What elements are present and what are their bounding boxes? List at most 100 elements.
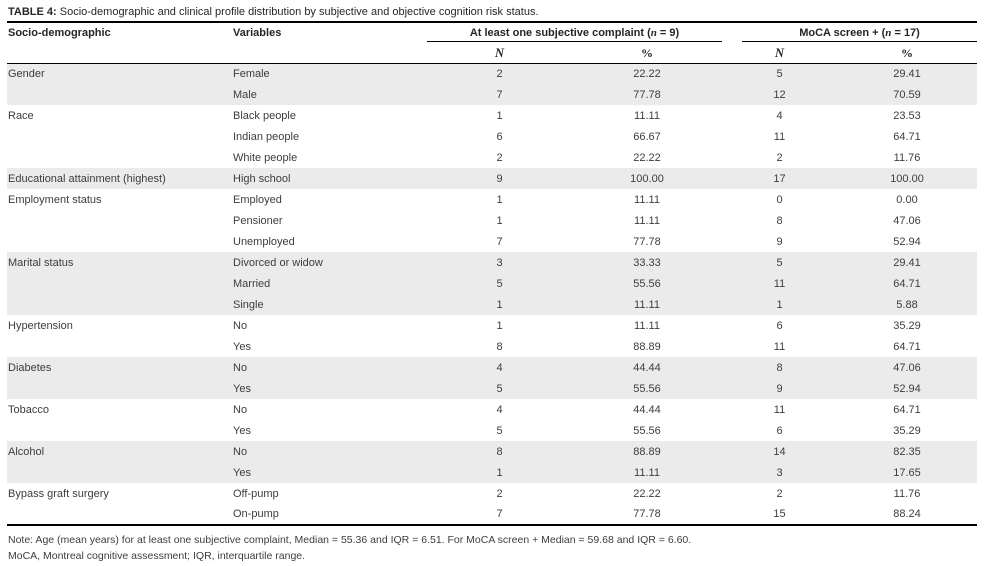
n2-cell: 0	[776, 193, 783, 206]
n2-cell: 12	[773, 88, 786, 101]
group-header-subjective-complaint: At least one subjective complaint (n = 9…	[427, 23, 723, 44]
table-row: Male 7 77.78 12 70.59	[7, 84, 978, 105]
table-row: Pensioner 1 11.11 8 47.06	[7, 210, 977, 231]
n1-cell: 7	[496, 88, 503, 101]
category-cell: Race	[8, 109, 34, 122]
n1-cell: 2	[496, 67, 503, 80]
p1-cell: 33.33	[633, 256, 661, 269]
n2-cell: 5	[776, 67, 783, 80]
table-row: Employment status Employed 1 11.11 0 0.0…	[7, 189, 977, 210]
p1-cell: 66.67	[633, 130, 661, 143]
p2-cell: 64.71	[893, 403, 921, 416]
variable-cell: White people	[233, 151, 298, 164]
variable-cell: Yes	[233, 424, 251, 437]
header-row-subcolumns: N % N %	[7, 44, 978, 64]
variable-cell: Pensioner	[233, 214, 283, 227]
table-row: Gender Female 2 22.22 5 29.41	[7, 63, 978, 84]
category-cell	[7, 126, 227, 147]
p2-cell: 17.65	[893, 466, 921, 479]
p2-cell: 64.71	[893, 277, 921, 290]
p1-cell: 55.56	[633, 424, 661, 437]
n1-cell: 1	[496, 214, 503, 227]
p2-cell: 64.71	[893, 340, 921, 353]
variable-cell: No	[233, 403, 248, 416]
table-caption-label: TABLE 4:	[8, 6, 57, 18]
note-line-statistics: Note: Age (mean years) for at least one …	[8, 534, 692, 546]
p1-cell: 11.11	[634, 214, 660, 227]
table-row: Race Black people 1 11.11 4 23.53	[7, 105, 977, 126]
n2-cell: 4	[776, 109, 783, 122]
n1-cell: 3	[496, 256, 503, 269]
p1-cell: 88.89	[633, 445, 661, 458]
p2-cell: 11.76	[893, 487, 921, 500]
n2-cell: 3	[776, 466, 783, 479]
table-row: Bypass graft surgery Off-pump 2 22.22 2 …	[7, 483, 977, 504]
category-cell	[7, 420, 227, 441]
category-cell	[7, 210, 227, 231]
n1-cell: 2	[496, 487, 503, 500]
p2-cell: 47.06	[893, 361, 921, 374]
table-row: Unemployed 7 77.78 9 52.94	[7, 231, 977, 252]
p2-cell: 52.94	[893, 382, 921, 395]
p1-cell: 88.89	[633, 340, 661, 353]
variable-cell: No	[233, 361, 248, 374]
n1-cell: 8	[496, 340, 503, 353]
n1-cell: 1	[496, 109, 503, 122]
variable-cell: Unemployed	[233, 235, 295, 248]
p2-cell: 70.59	[893, 88, 921, 101]
category-cell: Tobacco	[8, 403, 49, 416]
p1-cell: 11.11	[634, 109, 660, 122]
table-row: Yes 5 55.56 6 35.29	[7, 420, 977, 441]
header-row-groups: Socio-demographic Variables At least one…	[7, 23, 978, 64]
table-row: Married 5 55.56 11 64.71	[7, 273, 978, 294]
n2-cell: 15	[773, 508, 786, 520]
table-row: Indian people 6 66.67 11 64.71	[7, 126, 977, 147]
p1-cell: 77.78	[633, 235, 661, 248]
n2-cell: 1	[776, 298, 783, 311]
p1-cell: 77.78	[633, 508, 661, 520]
variable-cell: Yes	[233, 466, 251, 479]
category-cell	[7, 336, 227, 357]
table-row: Alcohol No 8 88.89 14 82.35	[7, 441, 978, 462]
table-body: Gender Female 2 22.22 5 29.41 Male 7 77.…	[7, 63, 978, 525]
table-row: On-pump 7 77.78 15 88.24	[7, 504, 977, 525]
n2-cell: 17	[773, 172, 786, 185]
n2-cell: 9	[776, 382, 783, 395]
n1-cell: 1	[496, 193, 503, 206]
note-line-abbreviations: MoCA, Montreal cognitive assessment; IQR…	[8, 550, 306, 562]
variable-cell: Single	[233, 298, 264, 311]
table-row: Single 1 11.11 1 5.88	[7, 294, 978, 315]
n1-cell: 7	[496, 508, 503, 520]
n1-cell: 5	[496, 424, 503, 437]
n1-cell: 7	[496, 235, 503, 248]
p2-cell: 5.88	[896, 298, 918, 311]
p2-cell: 52.94	[893, 235, 921, 248]
n2-cell: 9	[776, 235, 783, 248]
category-cell	[7, 147, 227, 168]
category-cell: Marital status	[8, 256, 74, 269]
variable-cell: Indian people	[233, 130, 300, 143]
variable-cell: Female	[233, 67, 270, 80]
group-header-moca-screen: MoCA screen + (n = 17)	[722, 23, 978, 44]
n1-cell: 1	[496, 466, 503, 479]
column-header-socio-demographic: Socio-demographic	[7, 23, 227, 64]
p1-cell: 55.56	[633, 382, 661, 395]
subheader-pct-group2: %	[837, 44, 978, 64]
variable-cell: Black people	[233, 109, 296, 122]
table-caption: TABLE 4: Socio-demographic and clinical …	[7, 0, 977, 23]
n1-cell: 8	[496, 445, 503, 458]
n1-cell: 6	[496, 130, 503, 143]
category-cell: Alcohol	[8, 445, 45, 458]
n2-cell: 2	[776, 151, 783, 164]
n1-cell: 1	[496, 298, 503, 311]
category-cell: Gender	[8, 67, 45, 80]
variable-cell: High school	[233, 172, 291, 185]
subheader-n-group1: N	[427, 44, 572, 64]
p2-cell: 23.53	[893, 109, 921, 122]
n2-cell: 2	[776, 487, 783, 500]
variable-cell: No	[233, 445, 248, 458]
category-cell: Bypass graft surgery	[8, 487, 109, 500]
variable-cell: No	[233, 319, 248, 332]
n2-cell: 11	[773, 130, 786, 143]
p1-cell: 11.11	[634, 193, 660, 206]
